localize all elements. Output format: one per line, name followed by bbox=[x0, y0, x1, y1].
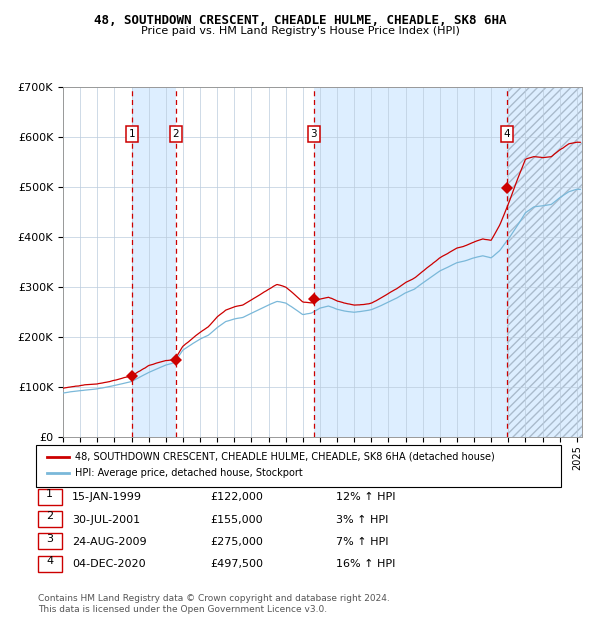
Text: 48, SOUTHDOWN CRESCENT, CHEADLE HULME, CHEADLE, SK8 6HA (detached house): 48, SOUTHDOWN CRESCENT, CHEADLE HULME, C… bbox=[75, 452, 495, 462]
Text: 16% ↑ HPI: 16% ↑ HPI bbox=[336, 559, 395, 569]
Text: 4: 4 bbox=[503, 129, 510, 139]
Text: 24-AUG-2009: 24-AUG-2009 bbox=[72, 537, 146, 547]
Text: 1: 1 bbox=[46, 489, 53, 499]
Text: 1: 1 bbox=[129, 129, 136, 139]
Text: 48, SOUTHDOWN CRESCENT, CHEADLE HULME, CHEADLE, SK8 6HA: 48, SOUTHDOWN CRESCENT, CHEADLE HULME, C… bbox=[94, 14, 506, 27]
Text: 2: 2 bbox=[46, 512, 53, 521]
Text: 3: 3 bbox=[46, 534, 53, 544]
Text: 04-DEC-2020: 04-DEC-2020 bbox=[72, 559, 146, 569]
Bar bbox=[176, 87, 314, 437]
Text: £155,000: £155,000 bbox=[210, 515, 263, 525]
Text: 4: 4 bbox=[46, 556, 53, 566]
Text: Contains HM Land Registry data © Crown copyright and database right 2024.: Contains HM Land Registry data © Crown c… bbox=[38, 593, 389, 603]
Text: 7% ↑ HPI: 7% ↑ HPI bbox=[336, 537, 389, 547]
Text: 15-JAN-1999: 15-JAN-1999 bbox=[72, 492, 142, 502]
Text: 30-JUL-2001: 30-JUL-2001 bbox=[72, 515, 140, 525]
Bar bbox=[507, 87, 582, 437]
Text: 12% ↑ HPI: 12% ↑ HPI bbox=[336, 492, 395, 502]
Text: 3% ↑ HPI: 3% ↑ HPI bbox=[336, 515, 388, 525]
Text: 2: 2 bbox=[172, 129, 179, 139]
Text: This data is licensed under the Open Government Licence v3.0.: This data is licensed under the Open Gov… bbox=[38, 604, 327, 614]
Text: 3: 3 bbox=[311, 129, 317, 139]
Text: £122,000: £122,000 bbox=[210, 492, 263, 502]
Text: HPI: Average price, detached house, Stockport: HPI: Average price, detached house, Stoc… bbox=[75, 468, 303, 478]
Text: £497,500: £497,500 bbox=[210, 559, 263, 569]
Text: Price paid vs. HM Land Registry's House Price Index (HPI): Price paid vs. HM Land Registry's House … bbox=[140, 26, 460, 36]
Text: £275,000: £275,000 bbox=[210, 537, 263, 547]
Bar bbox=[63, 87, 132, 437]
